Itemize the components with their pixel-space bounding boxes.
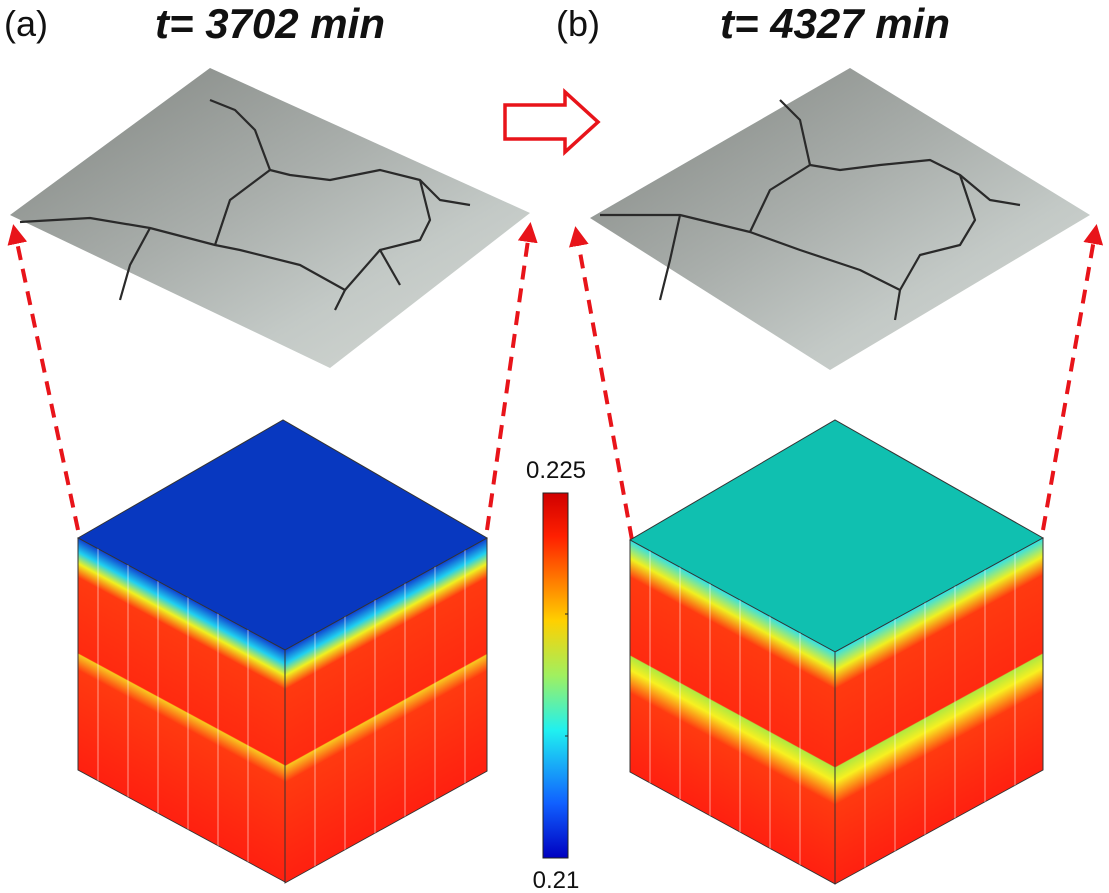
cube <box>76 419 489 884</box>
colorbar-min-label: 0.21 <box>533 867 580 893</box>
cube <box>628 419 1045 885</box>
panel-title: t= 4327 min <box>720 0 950 47</box>
time-arrow <box>503 88 601 156</box>
panel-label: (a) <box>4 3 48 44</box>
colorbar-max-label: 0.225 <box>526 457 586 484</box>
soil-photo <box>590 68 1090 370</box>
soil-photo <box>10 68 530 368</box>
panel-label: (b) <box>556 3 600 44</box>
colorbar <box>542 492 569 859</box>
projection-lines <box>7 222 1104 541</box>
panel-title: t= 3702 min <box>155 0 385 47</box>
